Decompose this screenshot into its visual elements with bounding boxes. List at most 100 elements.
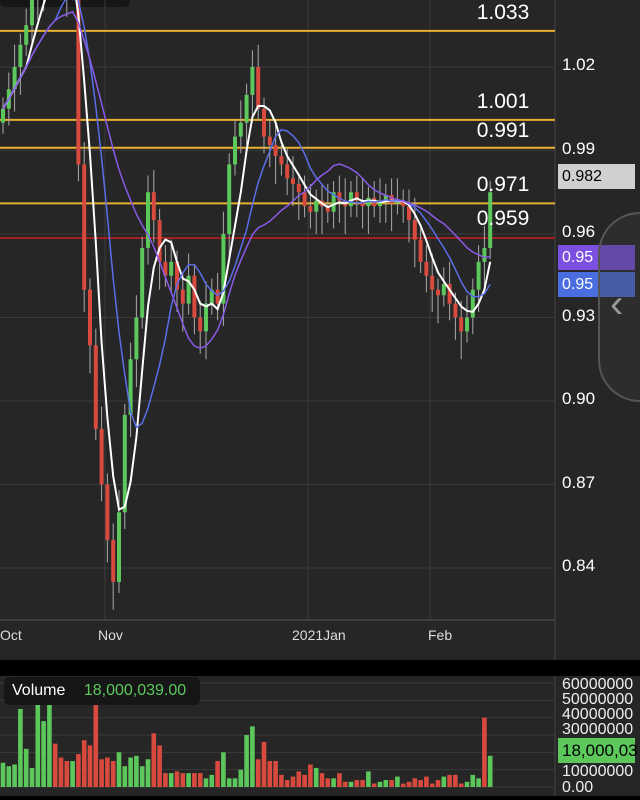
candle-body	[279, 156, 284, 165]
candle-body	[273, 144, 278, 157]
volume-bar	[64, 761, 70, 787]
candle-body	[1, 108, 5, 123]
volume-bar	[232, 778, 238, 787]
candle-body	[250, 67, 255, 95]
candle-body	[233, 136, 237, 165]
volume-bar	[6, 766, 12, 787]
volume-bar	[157, 745, 162, 787]
volume-bar	[389, 780, 394, 787]
candle-body	[302, 192, 307, 207]
volume-tick-label: 30000000	[562, 721, 634, 738]
candle-body	[453, 303, 458, 318]
candle-body	[424, 261, 429, 276]
volume-bar	[424, 776, 429, 787]
moving-average-line	[2, 0, 491, 429]
volume-bar	[302, 774, 307, 787]
candle-body	[192, 275, 197, 318]
y-tick-label: 0.96	[562, 222, 596, 241]
price-tag: 0.982	[558, 164, 635, 189]
volume-tooltip: Volume 18,000,039.00	[4, 677, 200, 705]
volume-bar	[203, 778, 209, 787]
volume-bar	[447, 774, 452, 787]
volume-bar	[412, 778, 418, 787]
volume-bar	[261, 741, 267, 787]
price-level-label: 0.991	[476, 119, 530, 142]
x-tick-label: Feb	[428, 627, 453, 643]
volume-bar	[122, 766, 128, 787]
volume-bar	[319, 773, 325, 787]
candle-body	[441, 284, 446, 296]
volume-bar	[139, 766, 145, 787]
volume-bar	[174, 771, 180, 787]
volume-bar	[325, 778, 331, 787]
volume-current-tag: 18,000,03	[558, 738, 638, 763]
volume-value: 18,000,039.00	[83, 682, 187, 699]
candle-body	[412, 220, 417, 240]
y-tick-label: 0.87	[562, 472, 596, 492]
volume-bar	[105, 757, 110, 787]
volume-bar	[87, 745, 93, 787]
candle-body	[418, 239, 423, 262]
candle-body	[349, 192, 353, 207]
volume-bar	[76, 754, 81, 787]
volume-bar	[400, 783, 406, 787]
candle-body	[378, 200, 382, 207]
candle-body	[389, 195, 394, 204]
candle-body	[82, 164, 87, 290]
candle-body	[470, 289, 475, 318]
candle-body	[111, 540, 116, 582]
candle-body	[383, 195, 388, 201]
volume-bar	[360, 780, 365, 787]
candle-body	[204, 303, 208, 332]
candle-body	[30, 0, 34, 26]
candle-body	[476, 261, 481, 290]
volume-bar	[58, 757, 64, 787]
volume-bar	[482, 717, 487, 787]
volume-bar	[458, 783, 464, 787]
candle-body	[24, 25, 29, 45]
volume-bar	[284, 780, 290, 787]
volume-bar	[383, 780, 389, 787]
price-level-label: 0.971	[476, 173, 530, 196]
candle-body	[267, 136, 272, 145]
volume-tick-label: 10000000	[562, 763, 634, 780]
volume-bar	[348, 781, 354, 787]
candle-body	[285, 164, 290, 179]
candle-body	[175, 261, 179, 290]
volume-bar	[279, 774, 284, 787]
volume-bar	[180, 773, 186, 787]
volume-bar	[197, 773, 203, 787]
volume-bar	[0, 762, 6, 787]
price-chart-panel[interactable]	[0, 0, 640, 660]
volume-tick-label: 0.00	[562, 779, 594, 796]
candle-body	[337, 192, 342, 201]
candle-body	[88, 289, 92, 346]
volume-bar	[487, 755, 493, 787]
candle-body	[76, 0, 81, 165]
volume-bar	[453, 774, 458, 787]
side-drawer-handle[interactable]: ‹	[598, 212, 640, 402]
candle-body	[105, 484, 110, 541]
volume-bar	[418, 780, 423, 787]
candle-body	[93, 345, 98, 429]
candle-body	[256, 67, 261, 109]
volume-bar	[151, 733, 157, 787]
candle-body	[163, 261, 168, 276]
volume-bar	[441, 776, 447, 787]
volume-bar	[23, 748, 29, 787]
volume-bar	[313, 767, 319, 787]
volume-bar	[250, 726, 255, 787]
candle-body	[146, 192, 150, 248]
volume-bar	[186, 773, 191, 787]
candle-body	[325, 206, 330, 212]
volume-bar	[464, 781, 470, 787]
candle-body	[407, 206, 411, 221]
volume-bar	[290, 776, 296, 787]
volume-bar	[128, 757, 133, 787]
candle-body	[465, 317, 469, 332]
volume-bar	[12, 764, 17, 787]
volume-bar	[29, 767, 35, 787]
volume-bar	[395, 776, 400, 787]
candle-body	[122, 414, 127, 513]
